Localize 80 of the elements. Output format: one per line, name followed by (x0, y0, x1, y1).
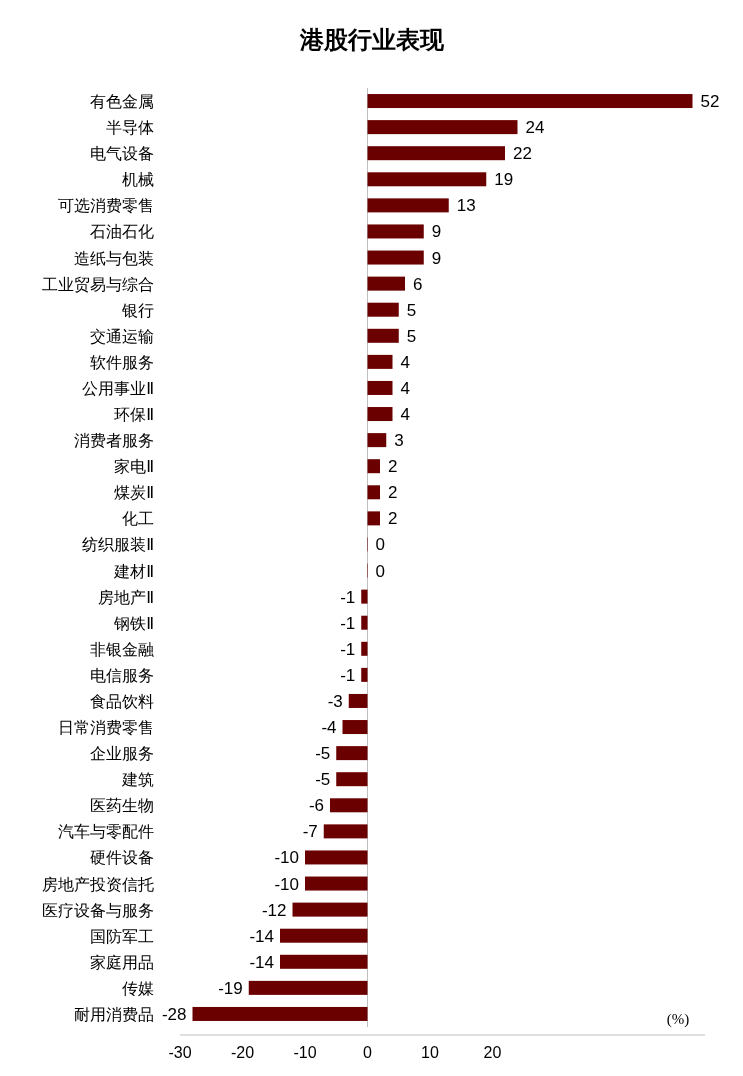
x-tick-label: -20 (230, 1044, 255, 1061)
x-tick-label: -10 (293, 1044, 317, 1061)
y-tick-label: 半导体 (106, 119, 154, 137)
data-label: 24 (525, 118, 545, 138)
data-label: 0 (375, 561, 385, 581)
data-label: 6 (413, 274, 423, 294)
y-tick-label: 消费者服务 (74, 432, 154, 450)
y-tick-label: 建筑 (121, 771, 154, 789)
data-label: 52 (700, 92, 720, 112)
data-label: 5 (406, 300, 417, 320)
y-tick-label: 医药生物 (90, 797, 154, 815)
y-tick-label: 食品饮料 (90, 692, 154, 710)
y-tick-label: 钢铁Ⅱ (113, 614, 154, 632)
data-label: -3 (327, 691, 343, 711)
x-tick-label: 20 (483, 1044, 502, 1061)
data-label: -5 (315, 770, 331, 790)
data-label: -7 (302, 822, 318, 842)
y-tick-label: 电气设备 (90, 145, 154, 163)
chart-title: 港股行业表现 (298, 26, 445, 53)
annotation: (%) (666, 1011, 690, 1028)
data-label: -12 (261, 900, 287, 920)
data-label: 4 (400, 352, 410, 372)
y-tick-label: 耐用消费品 (74, 1005, 154, 1023)
y-tick-label: 工业贸易与综合 (42, 275, 154, 293)
y-tick-label: 软件服务 (90, 353, 154, 371)
y-tick-label: 日常消费零售 (58, 719, 154, 737)
y-tick-label: 煤炭Ⅱ (114, 484, 154, 502)
y-tick-label: 公用事业Ⅱ (82, 379, 154, 397)
y-tick-label: 造纸与包装 (74, 249, 154, 267)
data-label: -4 (321, 718, 337, 738)
y-tick-label: 家庭用品 (90, 953, 154, 971)
data-label: -5 (315, 744, 331, 764)
data-label: -10 (274, 874, 299, 894)
y-tick-label: 家电Ⅱ (114, 458, 154, 476)
data-label: -14 (249, 952, 274, 972)
data-label: 9 (431, 248, 442, 268)
data-label: -1 (340, 613, 356, 633)
data-label: -6 (308, 796, 324, 816)
data-label: -1 (340, 665, 356, 685)
data-label: 5 (406, 326, 417, 346)
y-tick-label: 电信服务 (90, 666, 154, 684)
data-label: -1 (340, 587, 356, 607)
data-label: -10 (274, 848, 299, 868)
data-label: 2 (388, 509, 398, 529)
y-tick-label: 非银金融 (90, 640, 154, 658)
x-tick-label: 0 (363, 1044, 373, 1061)
y-tick-label: 硬件设备 (90, 849, 154, 867)
data-label: -28 (161, 1004, 187, 1024)
y-tick-label: 建材Ⅱ (113, 562, 154, 580)
data-label: 2 (388, 483, 398, 503)
y-tick-label: 可选消费零售 (58, 197, 154, 215)
x-tick-label: 10 (421, 1044, 439, 1061)
y-tick-label: 交通运输 (90, 327, 154, 345)
data-label: 0 (375, 535, 385, 555)
y-tick-label: 纺织服装Ⅱ (82, 536, 154, 554)
data-label: 9 (431, 222, 442, 242)
data-label: 3 (394, 431, 404, 451)
y-tick-label: 石油石化 (90, 223, 154, 241)
data-label: 2 (388, 457, 398, 477)
data-label: 22 (513, 144, 532, 164)
x-tick-label: -30 (168, 1044, 192, 1061)
data-label: 4 (400, 378, 410, 398)
data-label: -19 (218, 978, 243, 998)
y-tick-label: 环保Ⅱ (114, 406, 154, 424)
y-tick-label: 机械 (122, 171, 154, 189)
data-label: 19 (494, 170, 514, 190)
y-tick-label: 化工 (122, 510, 154, 528)
data-label: 13 (456, 196, 476, 216)
y-tick-label: 有色金属 (90, 93, 154, 111)
y-tick-label: 汽车与零配件 (58, 823, 154, 841)
y-tick-label: 医疗设备与服务 (42, 901, 154, 919)
y-tick-label: 银行 (121, 301, 154, 319)
y-tick-label: 国防军工 (90, 927, 154, 945)
data-label: 4 (400, 405, 410, 425)
y-tick-label: 传媒 (122, 979, 154, 997)
y-tick-label: 房地产Ⅱ (98, 588, 154, 606)
data-label: -14 (249, 926, 274, 946)
data-label: -1 (340, 639, 356, 659)
y-tick-label: 企业服务 (90, 745, 154, 763)
y-tick-label: 房地产投资信托 (42, 875, 154, 893)
